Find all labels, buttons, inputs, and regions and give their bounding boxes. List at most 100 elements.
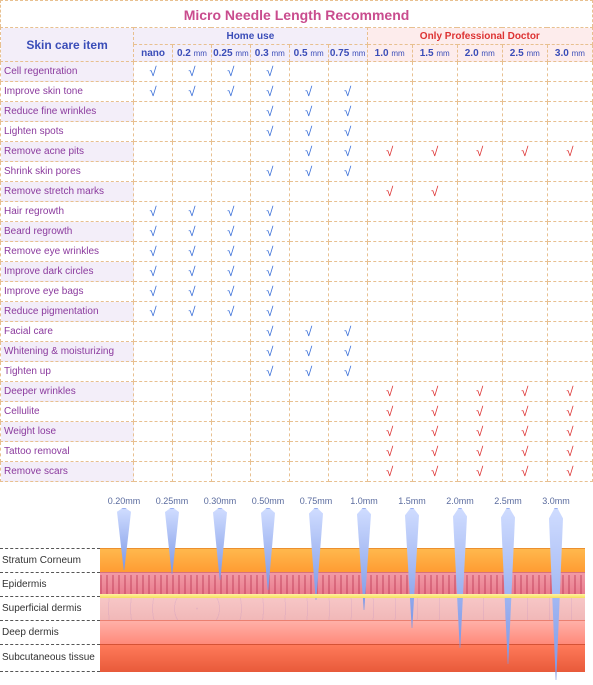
needle: 1.5mm [394,496,430,628]
cell [547,342,592,362]
cell [502,342,547,362]
cell [502,262,547,282]
cell: √ [547,142,592,162]
needle-label: 0.20mm [106,496,142,506]
cell [211,122,250,142]
cell: √ [328,322,367,342]
cell [134,342,173,362]
table-row: Whitening & moisturizing√√√ [1,342,593,362]
check-icon: √ [344,164,351,179]
cell [211,402,250,422]
check-icon: √ [521,444,528,459]
check-icon: √ [266,364,273,379]
cell: √ [502,462,547,482]
check-icon: √ [386,144,393,159]
cell [412,102,457,122]
cell: √ [173,222,212,242]
cell [457,342,502,362]
table-row: Lighten spots√√√ [1,122,593,142]
cell [289,62,328,82]
cell [547,122,592,142]
check-icon: √ [386,404,393,419]
cell [502,102,547,122]
cell: √ [250,202,289,222]
cell [173,102,212,122]
col-header: 0.5 mm [289,45,328,62]
check-icon: √ [149,284,156,299]
cell: √ [250,122,289,142]
table-row: Deeper wrinkles√√√√√ [1,382,593,402]
check-icon: √ [521,144,528,159]
cell [211,142,250,162]
cell [289,262,328,282]
cell [173,362,212,382]
cell [502,302,547,322]
check-icon: √ [431,464,438,479]
row-label: Improve dark circles [1,262,134,282]
cell: √ [328,82,367,102]
cell [457,282,502,302]
cell: √ [211,282,250,302]
cell [547,302,592,322]
check-icon: √ [227,284,234,299]
cell [328,422,367,442]
cell [134,182,173,202]
cell [457,162,502,182]
check-icon: √ [476,444,483,459]
table-row: Shrink skin pores√√√ [1,162,593,182]
cell: √ [211,82,250,102]
check-icon: √ [188,204,195,219]
cell [502,362,547,382]
cell [289,422,328,442]
row-label: Improve eye bags [1,282,134,302]
cell [412,322,457,342]
cell: √ [173,262,212,282]
check-icon: √ [431,144,438,159]
cell: √ [134,62,173,82]
cell: √ [367,382,412,402]
cell [250,382,289,402]
check-icon: √ [386,464,393,479]
check-icon: √ [266,344,273,359]
cell [412,262,457,282]
cell [547,62,592,82]
row-label: Cellulite [1,402,134,422]
cell [328,462,367,482]
cell: √ [134,82,173,102]
cell [367,242,412,262]
cell: √ [250,62,289,82]
cell [289,242,328,262]
table-row: Cellulite√√√√√ [1,402,593,422]
cell [211,442,250,462]
cell: √ [250,162,289,182]
cell [289,202,328,222]
layer-label: Epidermis [0,572,100,596]
cell [457,122,502,142]
check-icon: √ [344,324,351,339]
needle-label: 0.30mm [202,496,238,506]
cell [412,122,457,142]
cell [547,242,592,262]
cell [547,282,592,302]
cell: √ [211,202,250,222]
check-icon: √ [188,224,195,239]
cell [328,62,367,82]
cell [502,222,547,242]
cell [412,162,457,182]
cell [134,382,173,402]
check-icon: √ [386,444,393,459]
check-icon: √ [431,404,438,419]
cell: √ [250,242,289,262]
check-icon: √ [431,384,438,399]
cell [250,422,289,442]
cell [367,342,412,362]
cell: √ [289,362,328,382]
cell [457,82,502,102]
check-icon: √ [431,184,438,199]
needle-label: 0.75mm [298,496,334,506]
cell [173,382,212,402]
cell [412,82,457,102]
table-row: Facial care√√√ [1,322,593,342]
cell [250,142,289,162]
table-head: Skin care item Home use Only Professiona… [1,28,593,62]
